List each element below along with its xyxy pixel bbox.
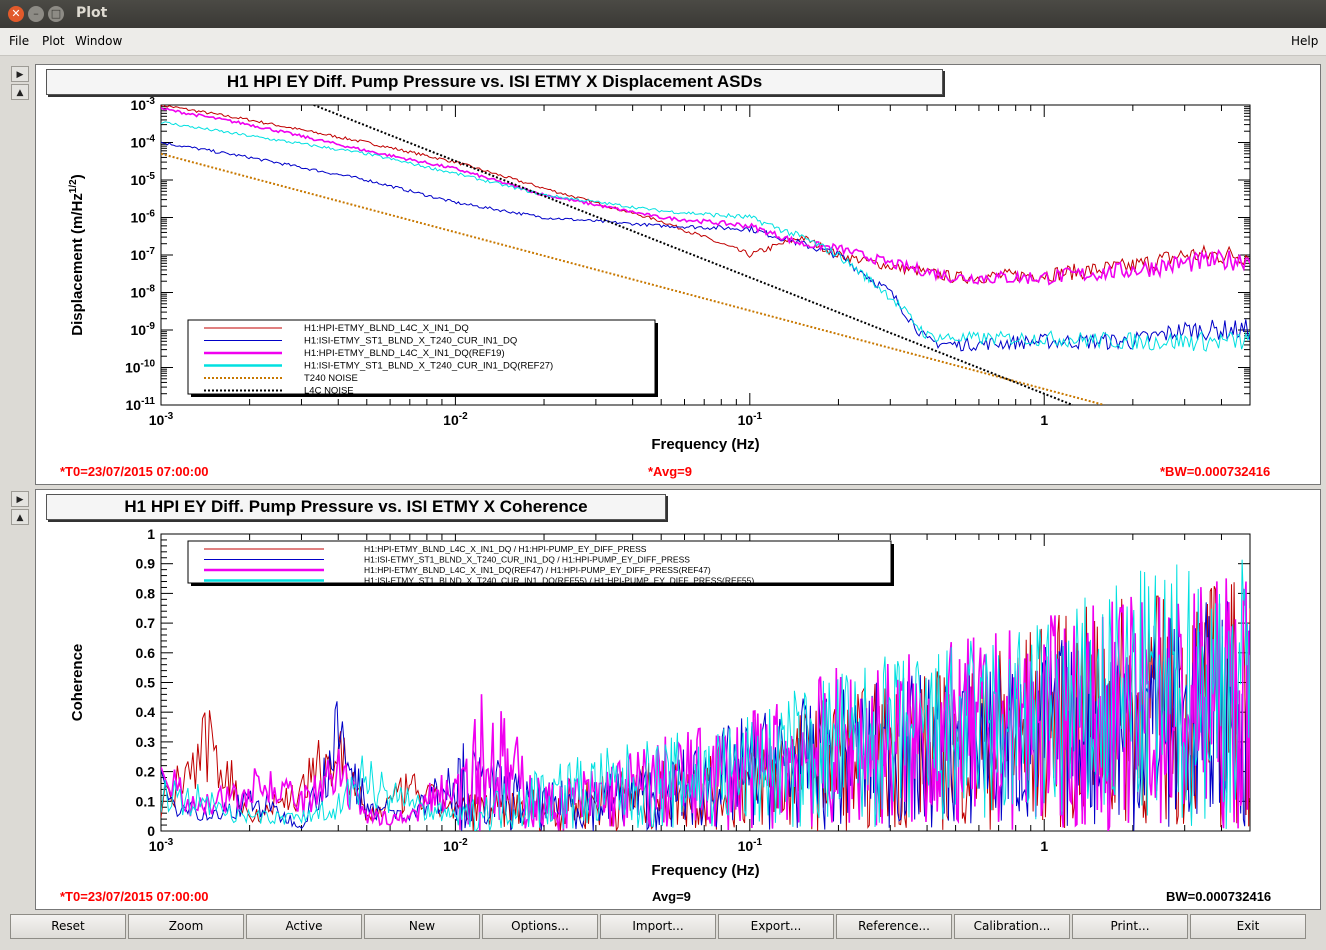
y-tick-label: 0.6 <box>136 645 156 661</box>
y-tick-label: 10-4 <box>131 134 156 151</box>
legend-entry: H1:HPI-ETMY_BLND_L4C_X_IN1_DQ(REF19) <box>304 348 505 359</box>
status-bw: BW=0.000732416 <box>1166 889 1272 904</box>
import-button[interactable]: Import... <box>600 914 716 939</box>
status-t0: *T0=23/07/2015 07:00:00 <box>60 464 209 479</box>
legend-entry: H1:HPI-ETMY_BLND_L4C_X_IN1_DQ <box>304 323 469 334</box>
plot-title: H1 HPI EY Diff. Pump Pressure vs. ISI ET… <box>46 494 666 520</box>
series-line <box>313 105 1074 405</box>
y-tick-label: 10-7 <box>131 246 156 263</box>
x-axis-label: Frequency (Hz) <box>651 862 759 879</box>
x-tick-label: 10-1 <box>738 411 763 428</box>
legend-entry: H1:ISI-ETMY_ST1_BLND_X_T240_CUR_IN1_DQ(R… <box>304 361 553 372</box>
plot-title: H1 HPI EY Diff. Pump Pressure vs. ISI ET… <box>46 69 943 95</box>
y-tick-label: 0.9 <box>136 556 156 572</box>
legend-box <box>187 540 892 584</box>
x-axis-label: Frequency (Hz) <box>651 436 759 453</box>
minimize-icon[interactable]: – <box>28 6 44 22</box>
series-line <box>161 559 1250 831</box>
print-button[interactable]: Print... <box>1072 914 1188 939</box>
maximize-icon[interactable]: □ <box>48 6 64 22</box>
reset-button[interactable]: Reset <box>10 914 126 939</box>
x-tick-label: 10-2 <box>443 837 468 854</box>
window-titlebar: ✕ – □ Plot <box>0 0 1326 28</box>
legend-entry: L4C NOISE <box>304 386 354 397</box>
y-tick-label: 10-9 <box>131 321 156 338</box>
series-line <box>161 141 1250 352</box>
y-tick-label: 10-3 <box>131 96 156 113</box>
status-avg: *Avg=9 <box>648 464 692 479</box>
series-line <box>161 121 1250 352</box>
export-button[interactable]: Export... <box>718 914 834 939</box>
y-tick-label: 10-8 <box>131 284 156 301</box>
y-tick-label: 0 <box>147 823 155 839</box>
y-axis-label: Displacement (m/Hz1/2) <box>68 174 86 335</box>
menu-help[interactable]: Help <box>1291 34 1319 48</box>
calibration-button[interactable]: Calibration... <box>954 914 1070 939</box>
active-button[interactable]: Active <box>246 914 362 939</box>
expand-up-icon[interactable]: ▲ <box>11 84 29 100</box>
legend-entry: H1:HPI-ETMY_BLND_L4C_X_IN1_DQ(REF47) / H… <box>364 565 711 575</box>
y-tick-label: 10-10 <box>125 359 155 376</box>
status-bw: *BW=0.000732416 <box>1160 464 1271 479</box>
y-tick-label: 1 <box>147 526 155 542</box>
y-tick-label: 0.4 <box>136 704 156 720</box>
y-tick-label: 0.1 <box>136 793 156 809</box>
menu-window[interactable]: Window <box>75 34 123 48</box>
expand-up-icon[interactable]: ▲ <box>11 509 29 525</box>
zoom-button[interactable]: Zoom <box>128 914 244 939</box>
status-t0: *T0=23/07/2015 07:00:00 <box>60 889 209 904</box>
y-tick-label: 0.2 <box>136 764 156 780</box>
y-tick-label: 10-5 <box>131 171 156 188</box>
x-tick-label: 1 <box>1040 838 1048 854</box>
exit-button[interactable]: Exit <box>1190 914 1306 939</box>
legend-entry: H1:ISI-ETMY_ST1_BLND_X_T240_CUR_IN1_DQ <box>304 336 517 347</box>
series-line <box>161 105 1250 285</box>
y-tick-label: 10-6 <box>131 209 156 226</box>
x-tick-label: 10-2 <box>443 411 468 428</box>
coherence-chart: 10-3 10-2 10-1 1 Frequency (Hz) 0 0.1 0.2 0.3 0.4… <box>69 526 1251 879</box>
button-bar: Reset Zoom Active New Options... Import.… <box>0 911 1326 950</box>
legend-entry: H1:ISI-ETMY_ST1_BLND_X_T240_CUR_IN1_DQ /… <box>364 555 690 565</box>
legend-entry: H1:ISI-ETMY_ST1_BLND_X_T240_CUR_IN1_DQ(R… <box>364 576 754 586</box>
series-line <box>161 578 1250 831</box>
x-tick-label: 10-3 <box>149 411 174 428</box>
reference-button[interactable]: Reference... <box>836 914 952 939</box>
menu-plot[interactable]: Plot <box>42 34 65 48</box>
y-tick-label: 0.7 <box>136 615 156 631</box>
expand-right-icon[interactable]: ▶ <box>11 66 29 82</box>
y-axis-label: Coherence <box>69 644 86 722</box>
asd-plot-panel[interactable]: 10-3 10-2 10-1 1 Frequency (Hz) 10-3 10-4 10-5 1… <box>35 64 1321 485</box>
close-icon[interactable]: ✕ <box>8 6 24 22</box>
y-tick-label: 0.8 <box>136 585 156 601</box>
series-line <box>161 107 1250 286</box>
expand-right-icon[interactable]: ▶ <box>11 491 29 507</box>
x-tick-label: 10-3 <box>149 837 174 854</box>
status-avg: Avg=9 <box>652 889 691 904</box>
x-tick-label: 10-1 <box>738 837 763 854</box>
new-button[interactable]: New <box>364 914 480 939</box>
y-tick-label: 0.5 <box>136 675 156 691</box>
menu-file[interactable]: File <box>9 34 30 48</box>
legend-box <box>187 319 656 395</box>
window-title: Plot <box>76 5 108 21</box>
x-tick-label: 1 <box>1040 412 1048 428</box>
legend-entry: H1:HPI-ETMY_BLND_L4C_X_IN1_DQ / H1:HPI-P… <box>364 544 647 554</box>
series-line <box>161 152 1105 405</box>
legend-entry: T240 NOISE <box>304 373 358 384</box>
y-tick-label: 10-11 <box>126 396 156 413</box>
menu-bar: File Plot Window Help <box>0 28 1326 56</box>
options-button[interactable]: Options... <box>482 914 598 939</box>
coherence-plot-panel[interactable]: 10-3 10-2 10-1 1 Frequency (Hz) 0 0.1 0.2 0.3 0.4… <box>35 489 1321 910</box>
y-tick-label: 0.3 <box>136 734 156 750</box>
